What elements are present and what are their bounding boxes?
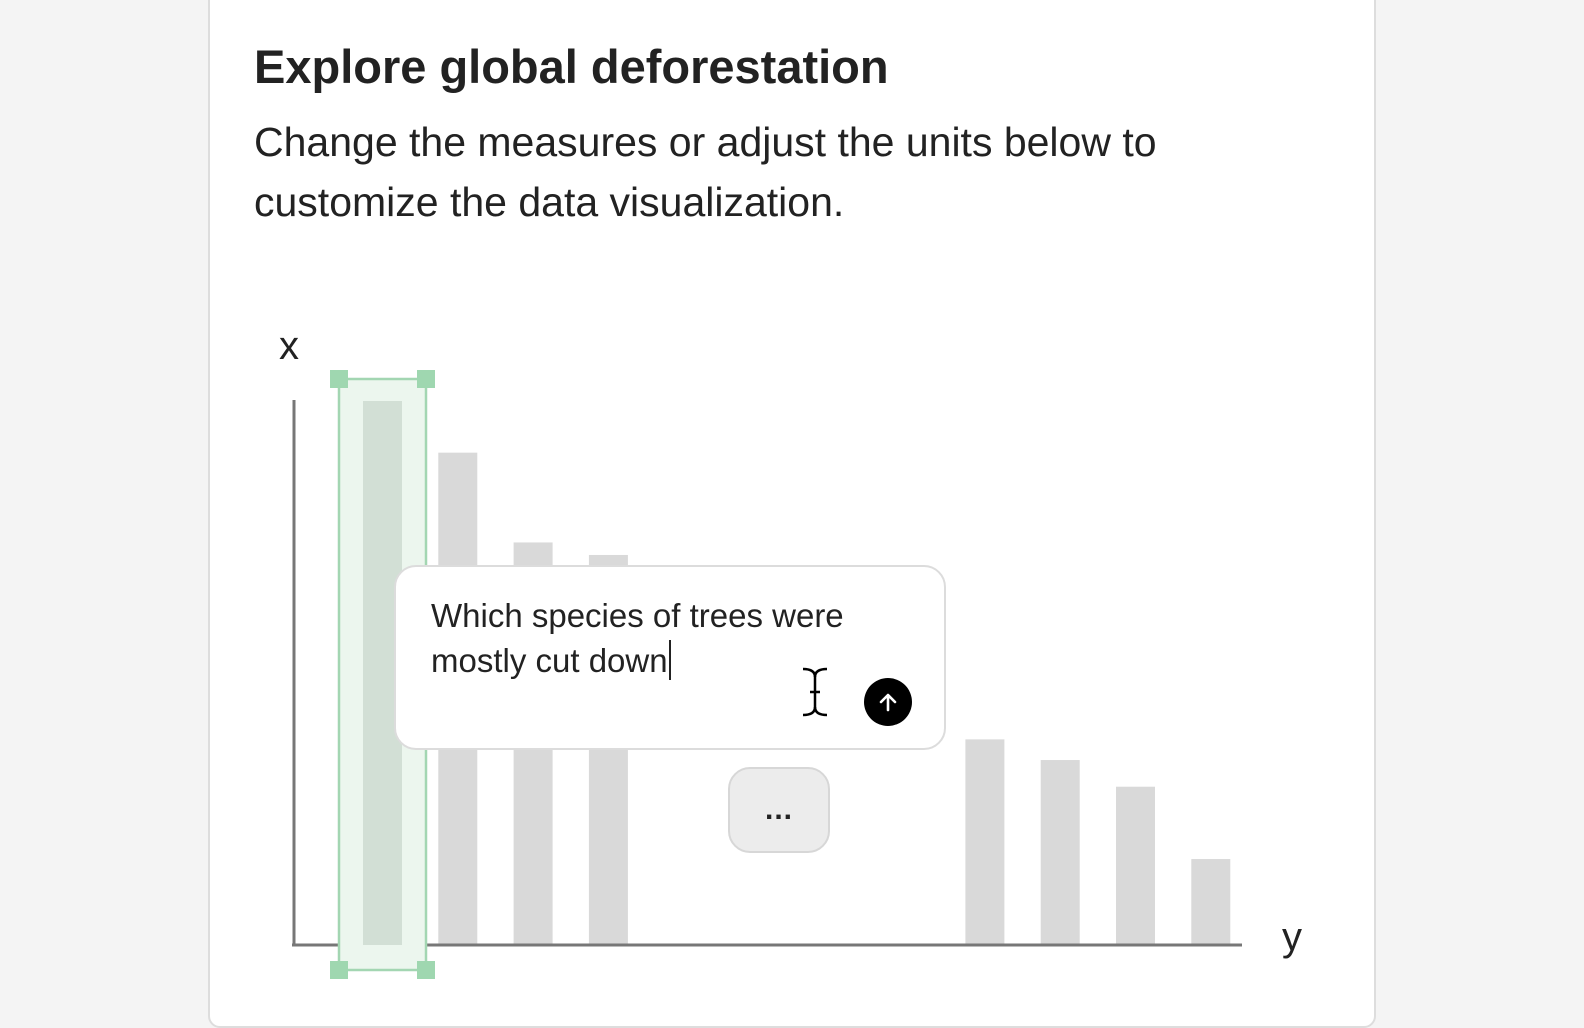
- prompt-text: Which species of trees were mostly cut d…: [431, 597, 844, 679]
- text-cursor-icon: [800, 667, 830, 717]
- prompt-input-box[interactable]: Which species of trees were mostly cut d…: [394, 565, 946, 750]
- selection-handle[interactable]: [330, 370, 348, 388]
- card-subtitle: Change the measures or adjust the units …: [254, 119, 1157, 225]
- bar[interactable]: [1040, 760, 1080, 945]
- send-button[interactable]: [864, 678, 912, 726]
- arrow-up-icon: [879, 693, 897, 712]
- x-axis-label: y: [1282, 915, 1302, 959]
- selection-handle[interactable]: [417, 370, 435, 388]
- prompt-input-field[interactable]: Which species of trees were mostly cut d…: [431, 593, 921, 683]
- bar[interactable]: [965, 739, 1005, 945]
- selection-handle[interactable]: [417, 961, 435, 979]
- selection-handle[interactable]: [330, 961, 348, 979]
- more-options-button[interactable]: ...: [728, 767, 830, 853]
- y-axis-label: x: [279, 324, 299, 368]
- bar[interactable]: [1191, 859, 1231, 945]
- bar[interactable]: [1116, 786, 1155, 945]
- text-caret: [668, 640, 671, 680]
- card-title: Explore global deforestation: [254, 40, 889, 93]
